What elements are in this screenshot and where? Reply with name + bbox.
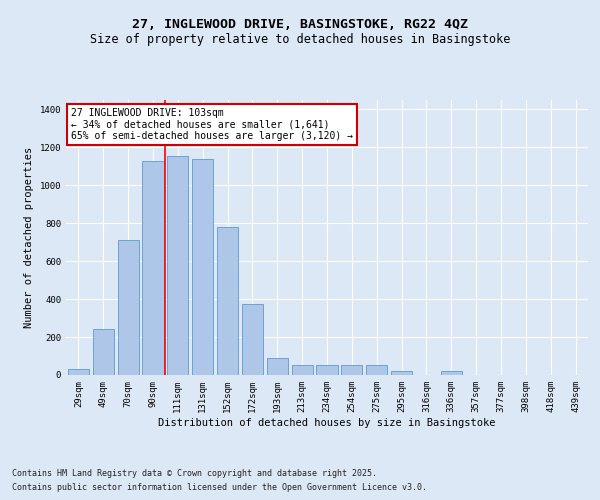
Bar (391, 371, 412, 375)
Y-axis label: Number of detached properties: Number of detached properties (24, 147, 34, 328)
Text: Contains public sector information licensed under the Open Government Licence v3: Contains public sector information licen… (12, 484, 427, 492)
Text: 27, INGLEWOOD DRIVE, BASINGSTOKE, RG22 4QZ: 27, INGLEWOOD DRIVE, BASINGSTOKE, RG22 4… (132, 18, 468, 30)
Bar (118, 240, 139, 375)
Bar (366, 364, 387, 375)
Bar (167, 156, 188, 375)
Text: Contains HM Land Registry data © Crown copyright and database right 2025.: Contains HM Land Registry data © Crown c… (12, 468, 377, 477)
Bar (316, 364, 338, 375)
Bar (341, 364, 362, 375)
Bar (142, 160, 164, 375)
Bar (68, 370, 89, 375)
Bar (242, 304, 263, 375)
Bar (292, 364, 313, 375)
Bar (93, 328, 114, 375)
Text: 27 INGLEWOOD DRIVE: 103sqm
← 34% of detached houses are smaller (1,641)
65% of s: 27 INGLEWOOD DRIVE: 103sqm ← 34% of deta… (71, 108, 353, 142)
Bar (217, 227, 238, 375)
X-axis label: Distribution of detached houses by size in Basingstoke: Distribution of detached houses by size … (158, 418, 496, 428)
Bar (441, 371, 462, 375)
Bar (267, 358, 288, 375)
Bar (192, 159, 213, 375)
Text: Size of property relative to detached houses in Basingstoke: Size of property relative to detached ho… (90, 32, 510, 46)
